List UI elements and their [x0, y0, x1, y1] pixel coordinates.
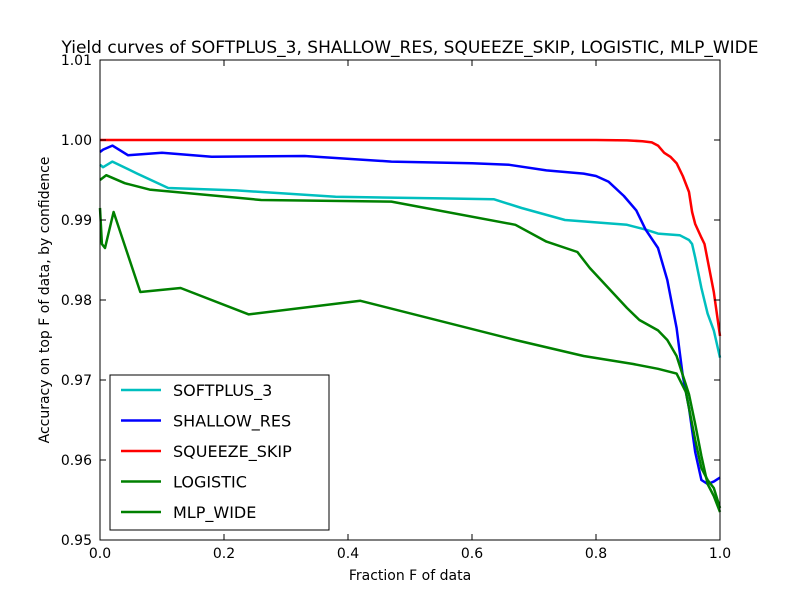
- x-tick-label: 0.6: [461, 546, 483, 562]
- legend-items: SOFTPLUS_3 SHALLOW_RES SQUEEZE_SKIP LOGISTI…: [121, 381, 292, 523]
- y-tick-label: 0.96: [61, 453, 92, 469]
- x-tick-label: 0.0: [89, 546, 111, 562]
- x-tick-label: 1.0: [709, 546, 731, 562]
- y-tick-label: 0.98: [61, 293, 92, 309]
- chart-title: Yield curves of SOFTPLUS_3, SHALLOW_RES,…: [60, 38, 758, 58]
- series-layer: [98, 138, 722, 513]
- legend-label-squeeze-skip: SQUEEZE_SKIP: [173, 442, 292, 462]
- series-line-mlp-wide: [98, 207, 722, 509]
- legend-label-mlp-wide: MLP_WIDE: [173, 503, 256, 523]
- x-tick-label: 0.4: [337, 546, 359, 562]
- series-line-softplus-3: [99, 160, 722, 358]
- y-axis-label: Accuracy on top F of data, by confidence: [37, 157, 53, 444]
- y-tick-label: 0.95: [61, 533, 92, 549]
- y-tick-label: 1.00: [61, 133, 92, 149]
- x-tick-label: 0.2: [213, 546, 235, 562]
- legend-frame: [109, 374, 330, 531]
- series-line-squeeze-skip: [100, 138, 722, 337]
- y-tick-label: 0.97: [61, 373, 92, 389]
- ticks-layer: 0.0 0.2 0.4 0.6 0.8 1.0 0.95 0.96 0.97 0.98 0.99 1.…: [61, 53, 731, 562]
- series-line-logistic: [99, 173, 722, 513]
- legend-label-shallow-res: SHALLOW_RES: [173, 412, 291, 432]
- series-line-shallow-res: [99, 144, 721, 486]
- y-tick-label: 0.99: [61, 213, 92, 229]
- x-tick-label: 0.8: [585, 546, 607, 562]
- x-axis-label: Fraction F of data: [349, 568, 471, 584]
- y-tick-label: 1.01: [61, 53, 92, 69]
- legend: SOFTPLUS_3 SHALLOW_RES SQUEEZE_SKIP LOGISTI…: [109, 374, 330, 531]
- legend-label-softplus-3: SOFTPLUS_3: [173, 381, 272, 401]
- legend-label-logistic: LOGISTIC: [173, 473, 247, 492]
